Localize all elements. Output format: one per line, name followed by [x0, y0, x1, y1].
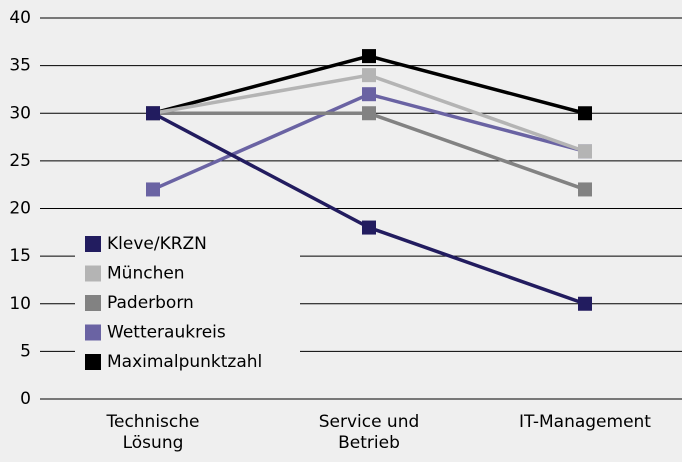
y-tick-label: 10 [9, 294, 31, 314]
point-marker [578, 144, 592, 159]
legend-label: Maximalpunktzahl [107, 352, 262, 372]
legend-label: Kleve/KRZN [107, 234, 207, 254]
x-tick-label: IT-Management [519, 412, 651, 432]
y-tick-label: 5 [20, 341, 31, 361]
y-tick-label: 35 [9, 56, 31, 76]
series-line [153, 111, 586, 192]
point-marker [146, 182, 160, 197]
point-marker [146, 106, 160, 121]
legend-label: Wetteraukreis [107, 323, 226, 343]
point-marker [578, 296, 592, 311]
y-tick-label: 40 [9, 8, 31, 28]
legend-swatch [85, 295, 101, 311]
point-marker [578, 106, 592, 121]
point-marker [362, 49, 376, 64]
legend: Kleve/KRZN München Paderborn Wetteraukreis M… [75, 228, 300, 378]
series-line [152, 54, 586, 115]
point-marker [362, 87, 376, 102]
y-tick-label: 15 [9, 246, 31, 266]
legend-background [75, 228, 300, 378]
legend-label: Paderborn [107, 293, 194, 313]
point-marker [362, 106, 376, 121]
point-marker [578, 182, 592, 197]
legend-label: München [107, 264, 185, 284]
y-tick-label: 20 [9, 199, 31, 219]
x-tick-label: Service und Betrieb [318, 412, 420, 453]
y-tick-label: 0 [20, 389, 31, 409]
legend-swatch [85, 265, 101, 282]
legend-swatch [85, 236, 101, 252]
y-tick-label: 30 [9, 103, 31, 123]
point-marker [362, 68, 376, 83]
x-tick-label: Technische Lösung [106, 412, 200, 453]
legend-swatch [85, 324, 101, 341]
point-marker [362, 220, 376, 235]
legend-swatch [85, 354, 101, 370]
y-tick-label: 25 [9, 151, 31, 171]
